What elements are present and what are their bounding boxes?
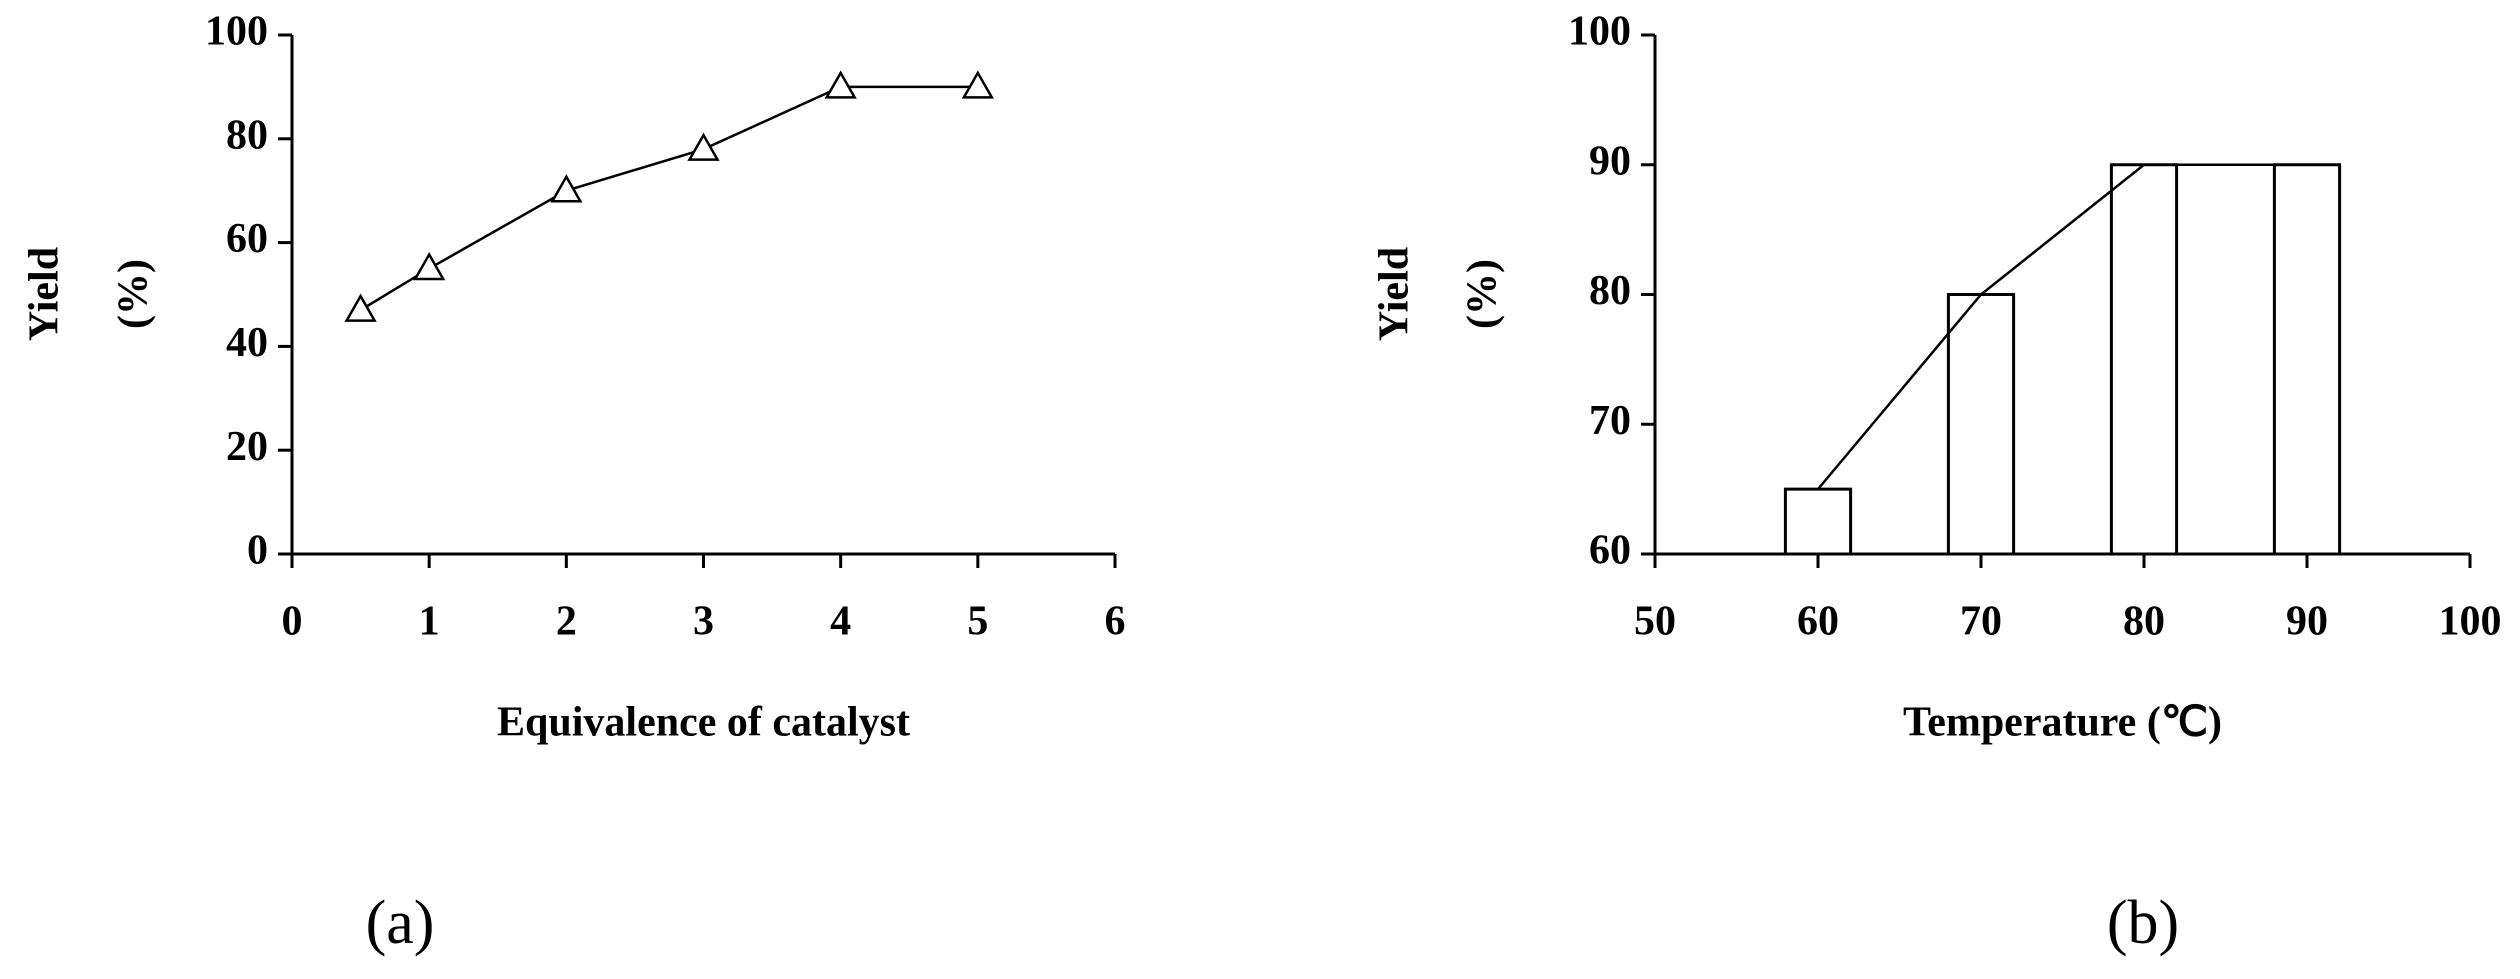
- bar: [2272, 163, 2342, 556]
- x-tick-label: 0: [282, 599, 303, 645]
- y-axis-label: Yield: [22, 247, 68, 341]
- y-axis-label: (%): [1460, 259, 1506, 329]
- data-line: [1817, 163, 2307, 490]
- y-tick-label: 100: [205, 9, 268, 55]
- x-tick-label: 80: [2123, 599, 2165, 645]
- y-tick-label: 80: [1589, 268, 1631, 314]
- panel-label: (b): [2107, 889, 2179, 957]
- x-tick-label: 100: [2439, 599, 2502, 645]
- x-tick-label: 1: [419, 599, 440, 645]
- panel-label: (a): [366, 889, 435, 957]
- y-tick-label: 0: [247, 528, 268, 574]
- x-tick-label: 6: [1105, 599, 1126, 645]
- y-tick-label: 60: [1589, 528, 1631, 574]
- y-tick-label: 80: [226, 112, 268, 158]
- y-axis-label: Yield: [1372, 247, 1418, 341]
- bar: [1783, 487, 1853, 556]
- triangle-marker: [550, 174, 583, 203]
- triangle-marker: [824, 70, 857, 99]
- y-tick-label: 20: [226, 424, 268, 470]
- x-tick-label: 3: [693, 599, 714, 645]
- x-tick-label: 70: [1960, 599, 2002, 645]
- x-tick-label: 60: [1797, 599, 1839, 645]
- y-tick-label: 90: [1589, 138, 1631, 184]
- y-tick-label: 40: [226, 320, 268, 366]
- y-tick-label: 70: [1589, 398, 1631, 444]
- bar: [1946, 293, 2016, 556]
- triangle-marker: [687, 132, 720, 161]
- x-tick-label: 50: [1634, 599, 1676, 645]
- triangle-marker: [413, 252, 446, 281]
- x-axis-label: Equivalence of catalyst: [497, 700, 910, 746]
- x-tick-label: 2: [556, 599, 577, 645]
- x-axis-label: Temperature (℃): [1903, 700, 2222, 746]
- y-tick-label: 100: [1568, 9, 1631, 55]
- x-tick-label: 5: [967, 599, 988, 645]
- x-tick-label: 4: [830, 599, 851, 645]
- x-tick-label: 90: [2286, 599, 2328, 645]
- bar: [2109, 163, 2179, 556]
- y-axis-label: (%): [111, 259, 157, 329]
- triangle-marker: [344, 293, 377, 322]
- y-tick-label: 60: [226, 216, 268, 262]
- triangle-marker: [961, 70, 994, 99]
- data-line: [359, 85, 978, 312]
